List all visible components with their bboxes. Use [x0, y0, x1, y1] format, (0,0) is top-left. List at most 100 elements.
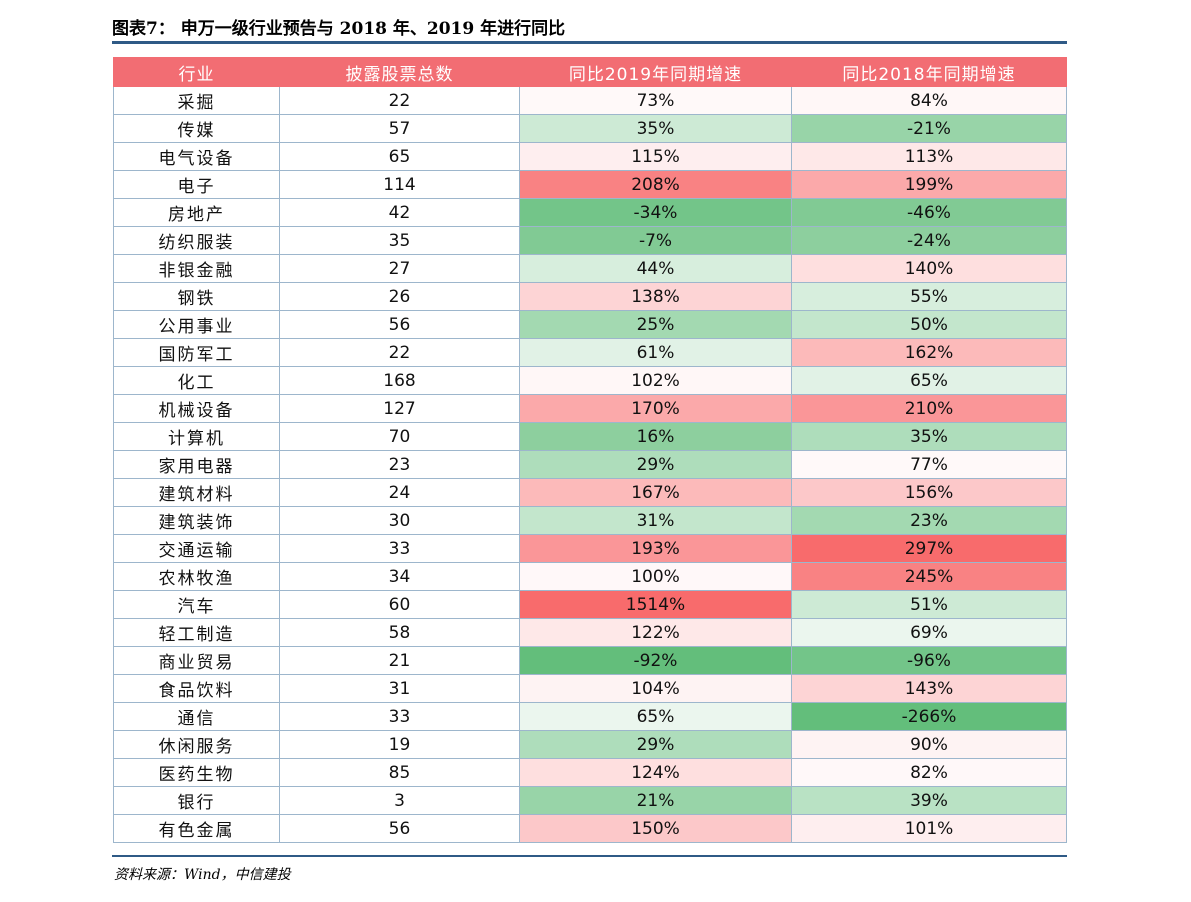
- cell-count: 26: [279, 282, 520, 311]
- cell-yoy2018: 65%: [791, 366, 1067, 395]
- cell-yoy2019: 170%: [519, 394, 792, 423]
- table-row: 汽车 60 1514% 51%: [113, 590, 1067, 619]
- cell-count: 31: [279, 674, 520, 703]
- cell-yoy2019: 16%: [519, 422, 792, 451]
- cell-industry: 建筑材料: [113, 478, 280, 507]
- table-row: 电气设备 65 115% 113%: [113, 142, 1067, 171]
- cell-industry: 汽车: [113, 590, 280, 619]
- cell-industry: 采掘: [113, 86, 280, 115]
- cell-count: 58: [279, 618, 520, 647]
- cell-industry: 银行: [113, 786, 280, 815]
- cell-yoy2019: 138%: [519, 282, 792, 311]
- cell-yoy2018: 39%: [791, 786, 1067, 815]
- cell-count: 65: [279, 142, 520, 171]
- cell-yoy2019: -7%: [519, 226, 792, 255]
- cell-yoy2018: -24%: [791, 226, 1067, 255]
- title-divider: [112, 41, 1067, 44]
- cell-count: 60: [279, 590, 520, 619]
- cell-yoy2019: 61%: [519, 338, 792, 367]
- cell-industry: 休闲服务: [113, 730, 280, 759]
- cell-yoy2018: 50%: [791, 310, 1067, 339]
- cell-industry: 建筑装饰: [113, 506, 280, 535]
- table-header-row: 行业 披露股票总数 同比2019年同期增速 同比2018年同期增速: [113, 57, 1067, 87]
- cell-yoy2019: 208%: [519, 170, 792, 199]
- cell-yoy2019: 102%: [519, 366, 792, 395]
- cell-count: 56: [279, 310, 520, 339]
- cell-industry: 电气设备: [113, 142, 280, 171]
- cell-yoy2019: 29%: [519, 730, 792, 759]
- source-note: 资料来源：Wind，中信建投: [114, 867, 291, 883]
- cell-yoy2018: 156%: [791, 478, 1067, 507]
- table-row: 传媒 57 35% -21%: [113, 114, 1067, 143]
- header-industry: 行业: [113, 57, 280, 87]
- cell-yoy2019: 115%: [519, 142, 792, 171]
- table-row: 建筑装饰 30 31% 23%: [113, 506, 1067, 535]
- figure-title: 图表7： 申万一级行业预告与 2018 年、2019 年进行同比: [112, 19, 566, 39]
- table-row: 钢铁 26 138% 55%: [113, 282, 1067, 311]
- cell-yoy2018: 101%: [791, 814, 1067, 843]
- cell-count: 27: [279, 254, 520, 283]
- cell-industry: 计算机: [113, 422, 280, 451]
- cell-yoy2018: 55%: [791, 282, 1067, 311]
- cell-yoy2018: 77%: [791, 450, 1067, 479]
- cell-yoy2019: 29%: [519, 450, 792, 479]
- cell-industry: 电子: [113, 170, 280, 199]
- cell-industry: 化工: [113, 366, 280, 395]
- table-row: 农林牧渔 34 100% 245%: [113, 562, 1067, 591]
- cell-yoy2018: -266%: [791, 702, 1067, 731]
- cell-industry: 传媒: [113, 114, 280, 143]
- header-yoy2018: 同比2018年同期增速: [791, 57, 1067, 87]
- cell-count: 30: [279, 506, 520, 535]
- cell-industry: 房地产: [113, 198, 280, 227]
- table-row: 国防军工 22 61% 162%: [113, 338, 1067, 367]
- cell-yoy2018: 162%: [791, 338, 1067, 367]
- cell-yoy2018: 51%: [791, 590, 1067, 619]
- cell-count: 21: [279, 646, 520, 675]
- cell-industry: 非银金融: [113, 254, 280, 283]
- table-row: 商业贸易 21 -92% -96%: [113, 646, 1067, 675]
- table-row: 食品饮料 31 104% 143%: [113, 674, 1067, 703]
- cell-industry: 交通运输: [113, 534, 280, 563]
- source-divider: [112, 855, 1067, 857]
- cell-yoy2019: 31%: [519, 506, 792, 535]
- cell-count: 114: [279, 170, 520, 199]
- cell-yoy2019: -92%: [519, 646, 792, 675]
- cell-industry: 国防军工: [113, 338, 280, 367]
- cell-yoy2018: 297%: [791, 534, 1067, 563]
- table-row: 机械设备 127 170% 210%: [113, 394, 1067, 423]
- table-row: 有色金属 56 150% 101%: [113, 814, 1067, 843]
- cell-yoy2019: 73%: [519, 86, 792, 115]
- cell-yoy2019: 44%: [519, 254, 792, 283]
- cell-yoy2019: 124%: [519, 758, 792, 787]
- cell-count: 70: [279, 422, 520, 451]
- header-yoy2019: 同比2019年同期增速: [519, 57, 792, 87]
- cell-yoy2019: -34%: [519, 198, 792, 227]
- cell-yoy2018: 113%: [791, 142, 1067, 171]
- table-row: 银行 3 21% 39%: [113, 786, 1067, 815]
- cell-yoy2019: 167%: [519, 478, 792, 507]
- cell-yoy2018: 245%: [791, 562, 1067, 591]
- cell-yoy2018: 69%: [791, 618, 1067, 647]
- cell-industry: 食品饮料: [113, 674, 280, 703]
- cell-yoy2019: 193%: [519, 534, 792, 563]
- header-count: 披露股票总数: [279, 57, 520, 87]
- cell-industry: 有色金属: [113, 814, 280, 843]
- table-row: 非银金融 27 44% 140%: [113, 254, 1067, 283]
- cell-count: 57: [279, 114, 520, 143]
- cell-count: 33: [279, 534, 520, 563]
- cell-count: 23: [279, 450, 520, 479]
- cell-yoy2018: -21%: [791, 114, 1067, 143]
- table-row: 计算机 70 16% 35%: [113, 422, 1067, 451]
- table-row: 公用事业 56 25% 50%: [113, 310, 1067, 339]
- cell-count: 24: [279, 478, 520, 507]
- cell-yoy2019: 122%: [519, 618, 792, 647]
- cell-count: 127: [279, 394, 520, 423]
- cell-yoy2018: 143%: [791, 674, 1067, 703]
- cell-count: 22: [279, 338, 520, 367]
- cell-yoy2018: 23%: [791, 506, 1067, 535]
- cell-yoy2018: -96%: [791, 646, 1067, 675]
- cell-count: 42: [279, 198, 520, 227]
- table-row: 休闲服务 19 29% 90%: [113, 730, 1067, 759]
- cell-count: 19: [279, 730, 520, 759]
- cell-yoy2019: 25%: [519, 310, 792, 339]
